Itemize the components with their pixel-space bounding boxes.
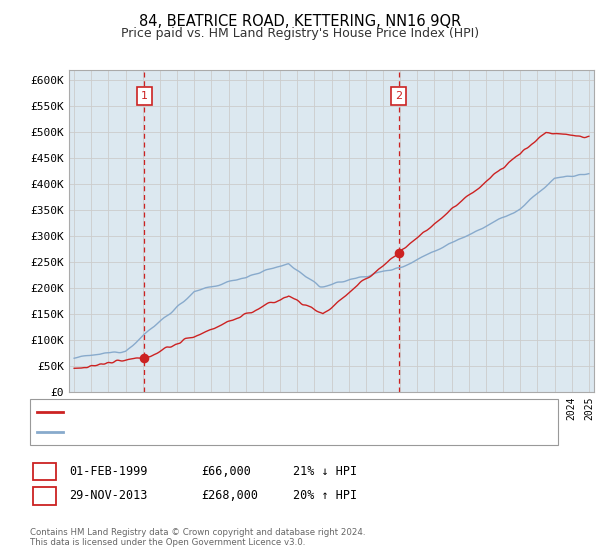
Text: 29-NOV-2013: 29-NOV-2013: [69, 489, 148, 502]
Text: 20% ↑ HPI: 20% ↑ HPI: [293, 489, 357, 502]
Text: 1: 1: [41, 465, 48, 478]
Text: Contains HM Land Registry data © Crown copyright and database right 2024.
This d: Contains HM Land Registry data © Crown c…: [30, 528, 365, 547]
Text: HPI: Average price, detached house, North Northamptonshire: HPI: Average price, detached house, Nort…: [69, 427, 405, 437]
Text: 21% ↓ HPI: 21% ↓ HPI: [293, 465, 357, 478]
Text: 2: 2: [395, 91, 403, 101]
Text: £268,000: £268,000: [201, 489, 258, 502]
Text: 2: 2: [41, 489, 48, 502]
Text: 01-FEB-1999: 01-FEB-1999: [69, 465, 148, 478]
Text: £66,000: £66,000: [201, 465, 251, 478]
Text: 1: 1: [140, 91, 148, 101]
Text: Price paid vs. HM Land Registry's House Price Index (HPI): Price paid vs. HM Land Registry's House …: [121, 27, 479, 40]
Point: [394, 248, 404, 257]
Text: 84, BEATRICE ROAD, KETTERING, NN16 9QR (detached house): 84, BEATRICE ROAD, KETTERING, NN16 9QR (…: [69, 407, 409, 417]
Text: 84, BEATRICE ROAD, KETTERING, NN16 9QR: 84, BEATRICE ROAD, KETTERING, NN16 9QR: [139, 14, 461, 29]
Point: [139, 353, 149, 362]
